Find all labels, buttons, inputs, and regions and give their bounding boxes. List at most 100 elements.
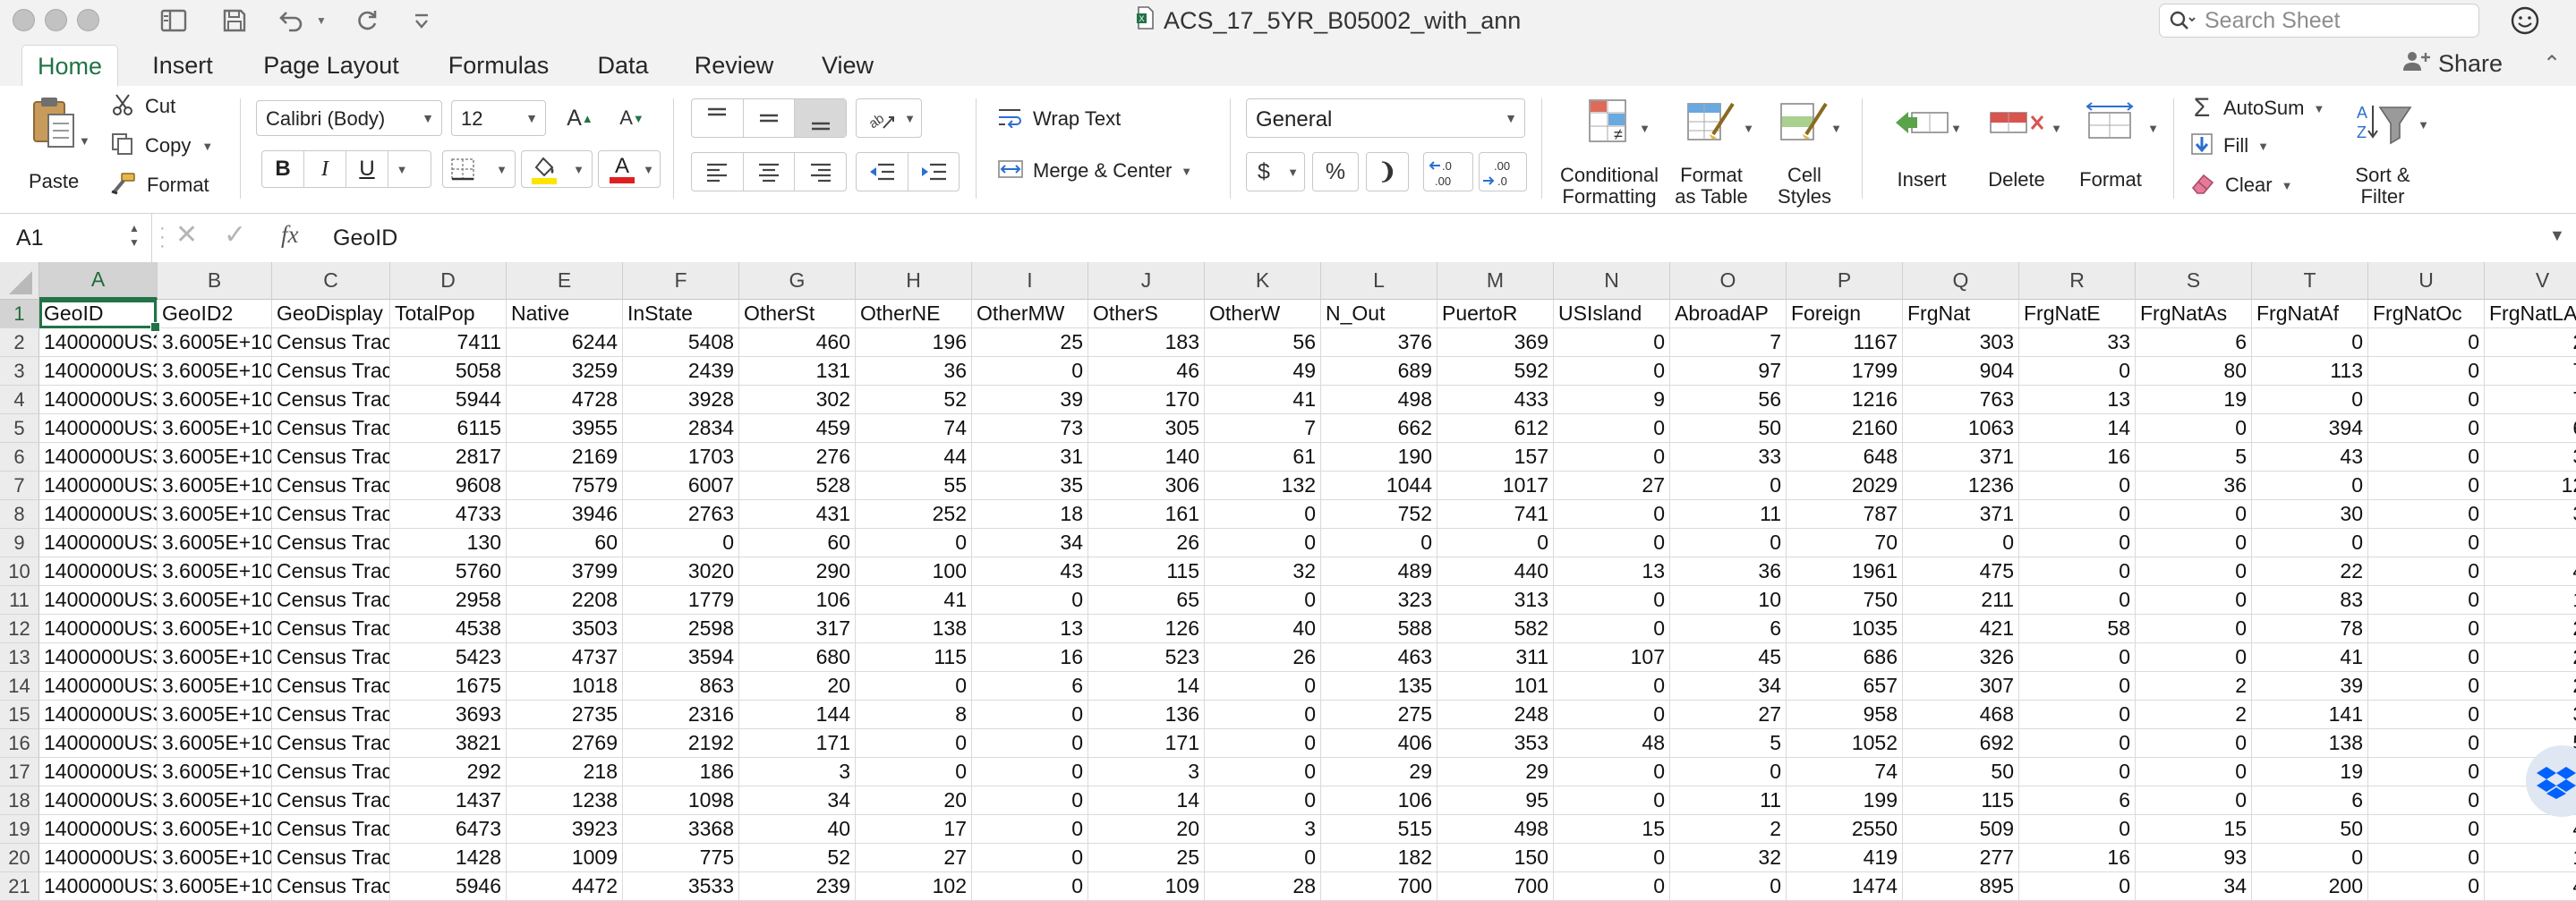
data-cell[interactable]: 463 xyxy=(1321,643,1437,672)
data-cell[interactable]: 662 xyxy=(1321,414,1437,443)
data-cell[interactable]: Census Tract xyxy=(272,529,390,557)
data-cell[interactable]: 3594 xyxy=(623,643,739,672)
data-cell[interactable]: 489 xyxy=(1321,557,1437,586)
column-header-b[interactable]: B xyxy=(158,262,272,300)
data-cell[interactable]: 106 xyxy=(1321,786,1437,815)
data-cell[interactable]: 11 xyxy=(1670,500,1787,529)
data-cell[interactable]: 120 xyxy=(2485,472,2576,500)
data-cell[interactable]: 1017 xyxy=(1437,472,1554,500)
data-cell[interactable]: 0 xyxy=(2136,729,2252,758)
data-cell[interactable]: 0 xyxy=(2252,472,2368,500)
data-cell[interactable]: 39 xyxy=(972,386,1088,414)
data-cell[interactable]: 13 xyxy=(2019,386,2136,414)
data-cell[interactable]: 6473 xyxy=(390,815,507,844)
header-cell[interactable]: N_Out xyxy=(1321,300,1437,328)
data-cell[interactable]: 1400000US3 xyxy=(39,472,158,500)
data-cell[interactable]: 0 xyxy=(2368,529,2485,557)
data-cell[interactable]: 18 xyxy=(972,500,1088,529)
data-cell[interactable]: 0 xyxy=(2019,500,2136,529)
data-cell[interactable]: 1216 xyxy=(1787,386,1903,414)
align-right-button[interactable] xyxy=(795,153,846,191)
data-cell[interactable]: 787 xyxy=(1787,500,1903,529)
header-cell[interactable]: FrgNatAs xyxy=(2136,300,2252,328)
data-cell[interactable]: 371 xyxy=(1903,443,2019,472)
data-cell[interactable]: 3.6005E+10 xyxy=(158,672,272,701)
data-cell[interactable]: 2029 xyxy=(1787,472,1903,500)
header-cell[interactable]: PuertoR xyxy=(1437,300,1554,328)
data-cell[interactable]: 36 xyxy=(1670,557,1787,586)
column-header-t[interactable]: T xyxy=(2252,262,2368,300)
data-cell[interactable]: 71 xyxy=(2485,357,2576,386)
row-header[interactable]: 6 xyxy=(0,443,39,472)
data-cell[interactable]: 7579 xyxy=(507,472,623,500)
data-cell[interactable]: 0 xyxy=(1554,414,1670,443)
data-cell[interactable]: Census Tract xyxy=(272,357,390,386)
row-header[interactable]: 13 xyxy=(0,643,39,672)
data-cell[interactable]: 317 xyxy=(739,615,856,643)
data-cell[interactable]: 43 xyxy=(2252,443,2368,472)
data-cell[interactable]: 44 xyxy=(856,443,972,472)
data-cell[interactable]: 0 xyxy=(2368,872,2485,901)
data-cell[interactable]: 17 xyxy=(856,815,972,844)
sidebar-icon[interactable] xyxy=(158,5,190,36)
data-cell[interactable]: 196 xyxy=(856,328,972,357)
data-cell[interactable]: 16 xyxy=(2019,443,2136,472)
data-cell[interactable]: 15 xyxy=(2136,815,2252,844)
data-cell[interactable]: 25 xyxy=(1088,844,1205,872)
data-cell[interactable]: 5058 xyxy=(390,357,507,386)
data-cell[interactable]: 1052 xyxy=(1787,729,1903,758)
cut-button[interactable]: Cut xyxy=(111,93,200,120)
row-header[interactable]: 14 xyxy=(0,672,39,701)
data-cell[interactable]: 28 xyxy=(2485,643,2576,672)
data-cell[interactable]: 2763 xyxy=(623,500,739,529)
data-cell[interactable]: 1400000US3 xyxy=(39,643,158,672)
data-cell[interactable]: 433 xyxy=(1437,386,1554,414)
copy-button[interactable]: Copy ▼ xyxy=(111,132,227,159)
data-cell[interactable]: 7 xyxy=(1205,414,1321,443)
data-cell[interactable]: 157 xyxy=(1437,443,1554,472)
data-cell[interactable]: 4733 xyxy=(390,500,507,529)
currency-button[interactable]: $ ▼ xyxy=(1246,152,1305,191)
data-cell[interactable]: 763 xyxy=(1903,386,2019,414)
data-cell[interactable]: 2160 xyxy=(1787,414,1903,443)
column-header-j[interactable]: J xyxy=(1088,262,1205,300)
data-cell[interactable]: 0 xyxy=(2136,758,2252,786)
data-cell[interactable]: 440 xyxy=(1437,557,1554,586)
data-cell[interactable]: 60 xyxy=(507,529,623,557)
data-cell[interactable]: 50 xyxy=(1670,414,1787,443)
paste-button[interactable]: ▼ Paste xyxy=(13,95,95,195)
decrease-font-size-button[interactable]: A ▼ xyxy=(619,106,644,129)
data-cell[interactable]: 0 xyxy=(2368,500,2485,529)
data-cell[interactable]: 376 xyxy=(1321,328,1437,357)
data-cell[interactable]: 0 xyxy=(1205,500,1321,529)
data-cell[interactable]: 3.6005E+10 xyxy=(158,357,272,386)
data-cell[interactable]: 680 xyxy=(739,643,856,672)
data-cell[interactable]: 0 xyxy=(1205,672,1321,701)
minimize-window-button[interactable] xyxy=(45,9,67,31)
data-cell[interactable]: 49 xyxy=(1205,357,1321,386)
column-header-o[interactable]: O xyxy=(1670,262,1787,300)
data-cell[interactable]: 0 xyxy=(2136,786,2252,815)
data-cell[interactable]: 276 xyxy=(739,443,856,472)
row-header[interactable]: 3 xyxy=(0,357,39,386)
comma-style-button[interactable]: ❩ xyxy=(1366,152,1409,191)
font-name-select[interactable]: Calibri (Body) ▼ xyxy=(256,100,442,136)
data-cell[interactable]: 1961 xyxy=(1787,557,1903,586)
data-cell[interactable]: 0 xyxy=(972,586,1088,615)
name-box-input[interactable] xyxy=(14,225,116,252)
data-cell[interactable]: 0 xyxy=(2368,701,2485,729)
data-cell[interactable]: 135 xyxy=(1321,672,1437,701)
data-cell[interactable]: 0 xyxy=(1205,586,1321,615)
data-cell[interactable]: 161 xyxy=(1088,500,1205,529)
tab-home[interactable]: Home xyxy=(21,45,118,87)
data-cell[interactable]: 4728 xyxy=(507,386,623,414)
data-cell[interactable]: 3.6005E+10 xyxy=(158,872,272,901)
data-cell[interactable]: 10 xyxy=(1670,586,1787,615)
confirm-formula-icon[interactable]: ✓ xyxy=(224,220,247,250)
row-header[interactable]: 12 xyxy=(0,615,39,643)
column-header-r[interactable]: R xyxy=(2019,262,2136,300)
data-cell[interactable]: 0 xyxy=(2136,643,2252,672)
data-cell[interactable]: 29 xyxy=(1437,758,1554,786)
column-header-h[interactable]: H xyxy=(856,262,972,300)
data-cell[interactable]: 303 xyxy=(1903,328,2019,357)
